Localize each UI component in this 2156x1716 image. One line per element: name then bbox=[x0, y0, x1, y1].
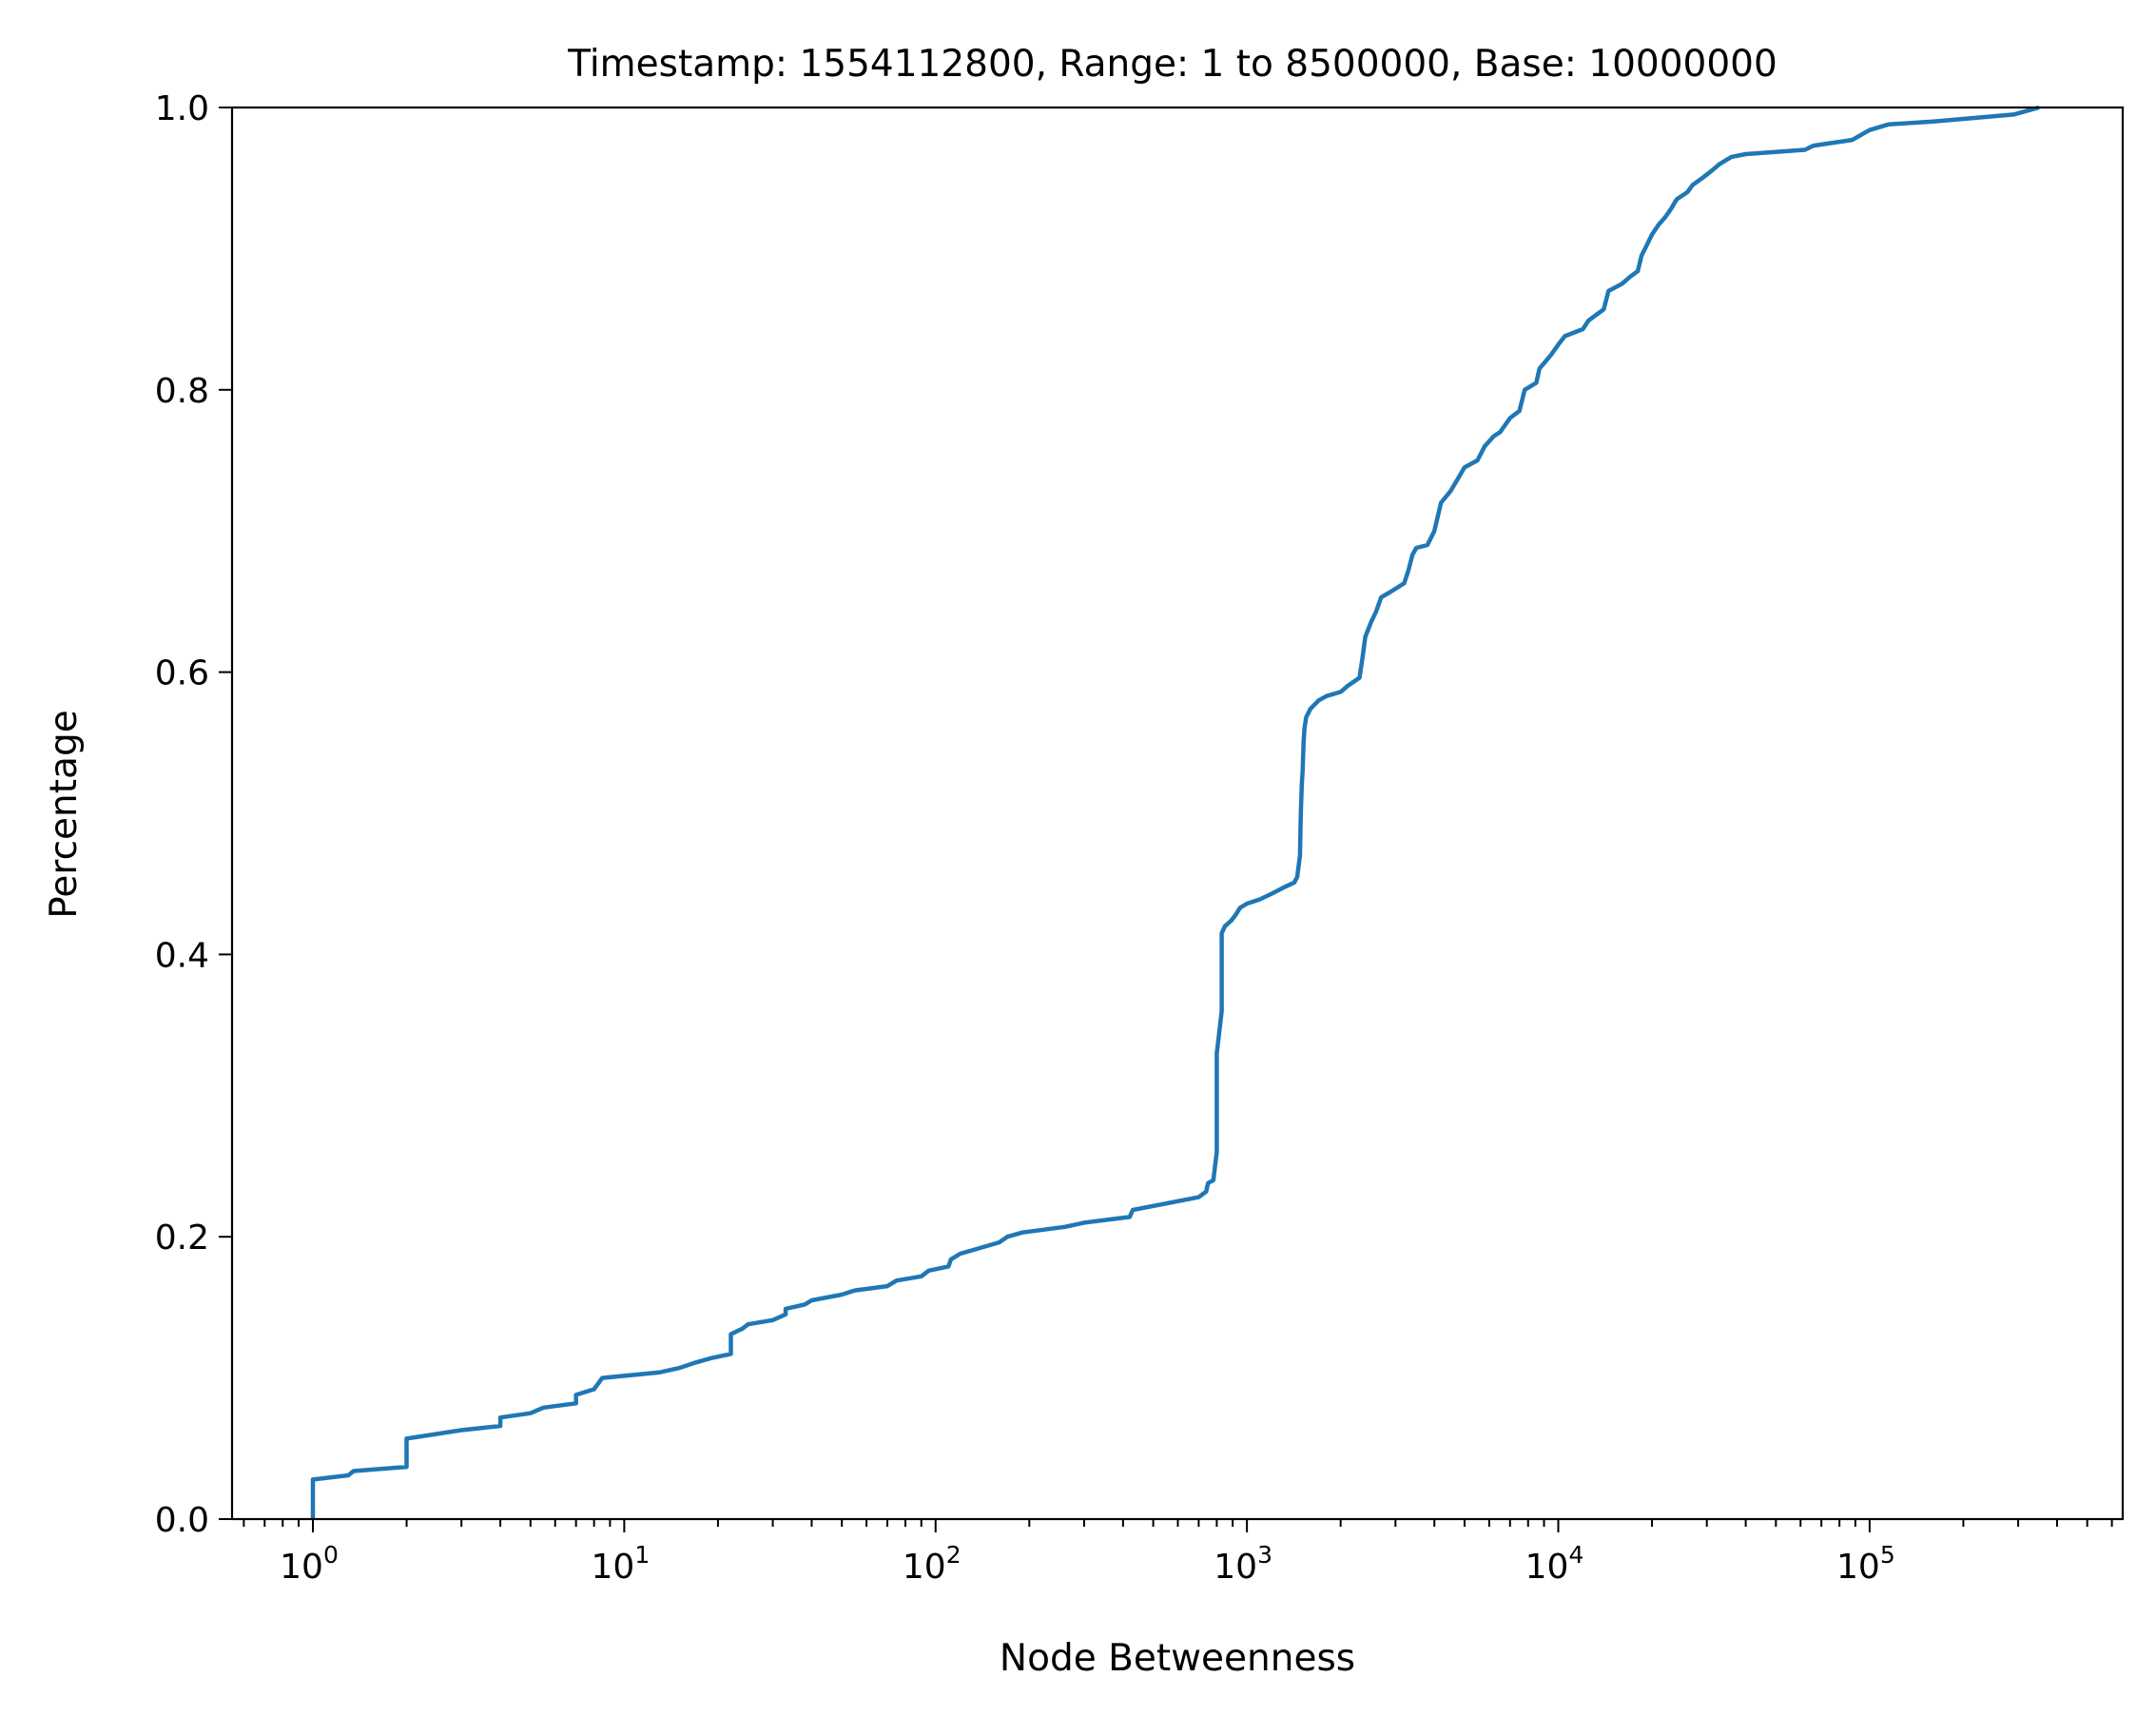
series-line bbox=[310, 105, 2040, 1519]
x-tick-label: 102 bbox=[903, 1541, 961, 1587]
y-tick-label: 0.0 bbox=[155, 1501, 209, 1540]
y-tick-label: 0.6 bbox=[155, 654, 209, 693]
x-tick-label: 103 bbox=[1214, 1541, 1272, 1587]
y-axis-ticks: 0.0 0.2 0.4 0.6 0.8 1.0 bbox=[155, 89, 232, 1540]
plot-area-frame bbox=[230, 106, 2125, 1521]
x-tick-label: 100 bbox=[280, 1541, 339, 1587]
y-axis-label: Percentage bbox=[43, 710, 86, 918]
y-tick-label: 1.0 bbox=[155, 89, 209, 128]
chart-title: Timestamp: 1554112800, Range: 1 to 85000… bbox=[567, 43, 1777, 86]
x-axis-ticks: 100 101 102 103 104 105 bbox=[280, 1519, 1895, 1587]
x-tick-label: 105 bbox=[1836, 1541, 1895, 1587]
x-tick-label: 104 bbox=[1525, 1541, 1584, 1587]
y-tick-label: 0.8 bbox=[155, 372, 209, 411]
x-axis-label: Node Betweenness bbox=[1000, 1637, 1355, 1680]
x-tick-label: 101 bbox=[592, 1541, 651, 1587]
y-tick-label: 0.4 bbox=[155, 936, 209, 975]
x-minor-ticks bbox=[243, 1519, 2113, 1527]
y-tick-label: 0.2 bbox=[155, 1219, 209, 1258]
